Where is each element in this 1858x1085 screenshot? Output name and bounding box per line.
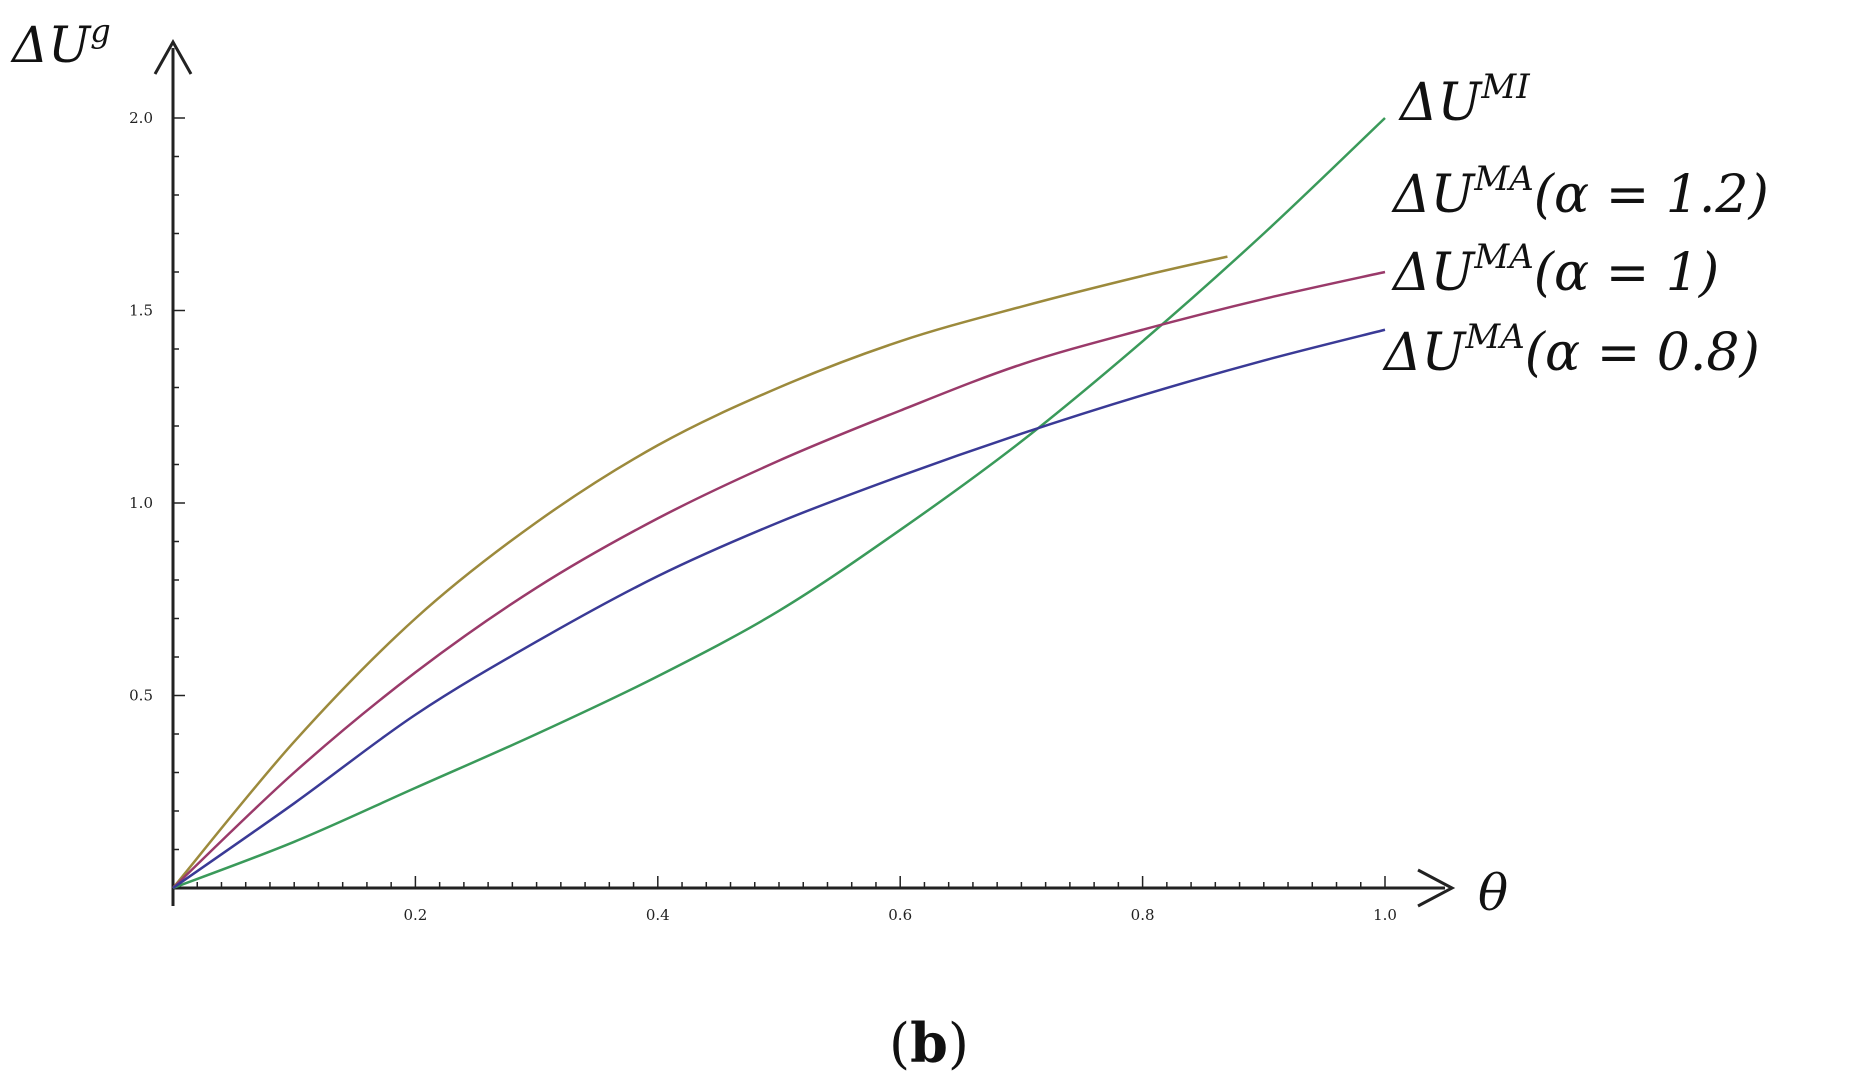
axes: 0.2 0.4 0.6 0.8 1.0 0.5 1.0 1.5 2.0 θ ΔUg xyxy=(10,12,1508,924)
x-tick-label: 0.4 xyxy=(646,906,670,924)
x-axis-arrow-icon xyxy=(1417,868,1456,908)
series-layer xyxy=(172,117,1386,890)
x-axis-title: θ xyxy=(1478,864,1508,922)
x-tick-label: 0.8 xyxy=(1131,906,1155,924)
x-tick-label: 0.6 xyxy=(888,906,912,924)
series-line-2 xyxy=(172,270,1386,889)
y-tick-label: 0.5 xyxy=(129,687,153,705)
y-tick-label: 1.0 xyxy=(129,494,153,512)
legend-entry-3: ΔUMA(α = 0.8) xyxy=(1382,317,1760,383)
series-line-3 xyxy=(172,328,1386,890)
x-tick-label: 0.2 xyxy=(403,906,427,924)
figure-caption: (b) xyxy=(889,1011,969,1075)
series-line-0 xyxy=(172,117,1386,890)
y-axis-arrow-icon xyxy=(153,38,193,75)
legend-entry-1: ΔUMA(α = 1.2) xyxy=(1391,159,1769,225)
y-tick-label: 2.0 xyxy=(129,109,153,127)
series-line-1 xyxy=(172,255,1228,889)
y-tick-label: 1.5 xyxy=(129,302,153,320)
y-axis-title: ΔUg xyxy=(10,12,111,74)
legend-entry-2: ΔUMA(α = 1) xyxy=(1391,237,1719,303)
x-tick-label: 1.0 xyxy=(1373,906,1397,924)
legend: ΔUMI ΔUMA(α = 1.2) ΔUMA(α = 1) ΔUMA(α = 0.8… xyxy=(1382,67,1769,383)
legend-entry-0: ΔUMI xyxy=(1398,67,1530,133)
